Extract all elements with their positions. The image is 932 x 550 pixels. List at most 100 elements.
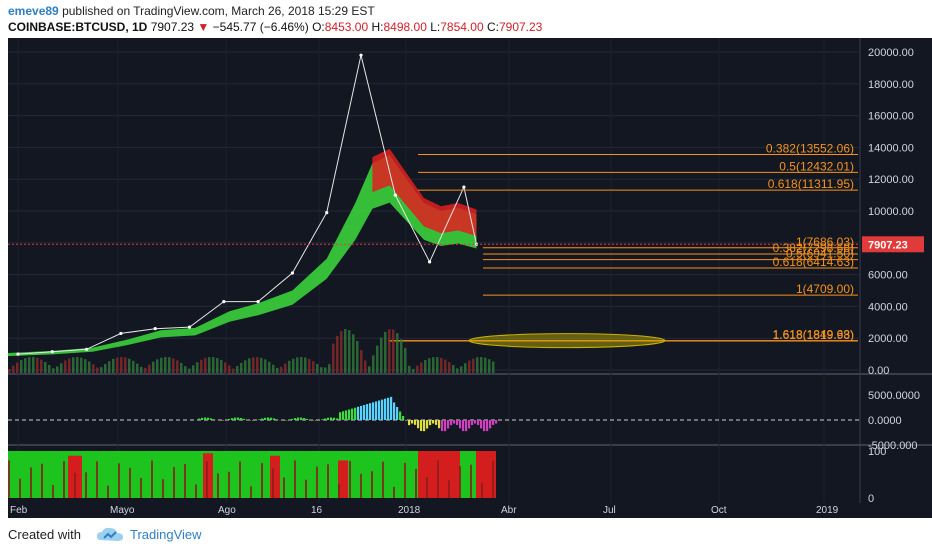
volume-bar [196,362,199,373]
volume-bar [396,333,399,373]
volume-bar [24,358,27,373]
volume-bar [248,358,251,373]
volume-bar [124,357,127,373]
volume-bar [132,360,135,373]
volume-bar [316,363,319,373]
y-tick-label: 10000.00 [868,206,914,218]
chart-header: emeve89 published on TradingView.com, Ma… [0,0,932,38]
price-point [85,347,89,351]
oscillator-bar [438,420,441,429]
volume-bar [268,361,271,373]
indicator-bar [382,461,384,498]
indicator-bar [52,485,54,498]
fib-level-label: 0.5(12432.01) [779,159,854,173]
x-tick-label: Oct [711,505,727,516]
oscillator-bar [303,418,306,420]
volume-bar [68,358,71,373]
indicator-bar [96,461,98,498]
volume-bar [176,360,179,373]
chart-canvas[interactable]: 20000.00 18000.00 16000.00 14000.00 12000.00… [8,38,932,518]
indicator-bar [492,460,494,498]
volume-bar [400,339,403,373]
oscillator-bar [276,419,279,420]
price-point [290,271,294,275]
oscillator-bar [492,420,495,425]
volume-bar [92,364,95,373]
oscillator-bar [351,408,354,420]
oscillator-bar [381,399,384,420]
symbol-name[interactable]: COINBASE:BTCUSD, 1D [8,20,148,34]
oscillator-bar [375,401,378,420]
volume-bar [324,367,327,373]
oscillator-bar [423,420,426,432]
publish-line: emeve89 published on TradingView.com, Ma… [8,4,375,18]
volume-bar [160,357,163,373]
oscillator-bar [363,405,366,420]
indicator-bar [415,468,417,498]
indicator-bar [349,460,351,498]
volume-bar [28,357,31,373]
oscillator-bar [198,418,201,420]
oscillator-bar [204,417,207,420]
oscillator-bar [441,420,444,432]
price-point [50,350,54,354]
volume-bar [472,358,475,373]
oscillator-bar [213,419,216,420]
x-tick-label: 16 [311,505,323,516]
indicator-bar [129,467,131,498]
y-tick-label: 14000.00 [868,142,914,154]
volume-bar [416,365,419,373]
indicator-bar [250,486,252,498]
oscillator-bar [369,403,372,420]
volume-bar [460,366,463,373]
volume-bar [312,361,315,373]
volume-bar [184,366,187,373]
price-point [325,210,329,215]
volume-bar [340,331,343,373]
volume-bar [356,341,359,373]
oscillator-bar [483,420,486,432]
tradingview-link[interactable]: TradingView [130,527,202,542]
volume-bar [476,357,479,373]
oscillator-bar [450,420,453,426]
volume-bar [332,343,335,373]
oscillator-bar [420,420,423,432]
oscillator-bar [393,402,396,420]
low-value: 7854.00 [440,20,484,34]
oscillator-bar [228,418,231,420]
indicator-bar [338,483,340,498]
volume-bar [168,357,171,373]
oscillator-y-tick: -5000.000 [868,440,918,452]
author-link[interactable]: emeve89 [8,4,59,18]
volume-bar [100,367,103,373]
volume-bar [44,362,47,373]
volume-bar [204,358,207,373]
symbol-line: COINBASE:BTCUSD, 1D 7907.23 ▼ −545.77 (−… [8,20,542,34]
volume-bar [288,360,291,373]
volume-bar [52,368,55,373]
high-label: H: [371,20,384,34]
indicator-bar [470,464,472,498]
indicator-bar [30,467,32,498]
indicator-bar [228,471,230,498]
price-point [222,300,226,304]
oscillator-bar [243,418,246,420]
price-point [153,327,157,331]
oscillator-bar [495,420,498,424]
volume-bar [32,357,35,373]
oscillator-y-tick: 0.0000 [868,415,902,427]
oscillator-bar [339,412,342,420]
indicator-bar [327,464,329,498]
oscillator-bar [471,420,474,426]
indicator-bar [140,478,142,498]
chart-area[interactable]: 20000.00 18000.00 16000.00 14000.00 12000.00… [8,38,932,518]
oscillator-bar [306,418,309,420]
volume-bar [172,358,175,373]
fib-level-label: 0.382(13552.06) [766,142,854,156]
oscillator-bar [270,417,273,420]
y-tick-label: 4000.00 [868,301,908,313]
fib-level-label: 0.618(11311.95) [768,177,854,191]
footer: Created with TradingView [0,518,932,550]
indicator-bar [360,473,362,498]
y-tick-label: 0.00 [868,365,889,377]
